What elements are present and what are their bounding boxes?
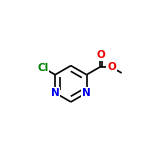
Text: N: N — [51, 88, 60, 98]
Text: Cl: Cl — [37, 63, 49, 73]
Text: O: O — [96, 50, 105, 60]
Text: N: N — [82, 88, 91, 98]
Text: O: O — [107, 62, 116, 72]
